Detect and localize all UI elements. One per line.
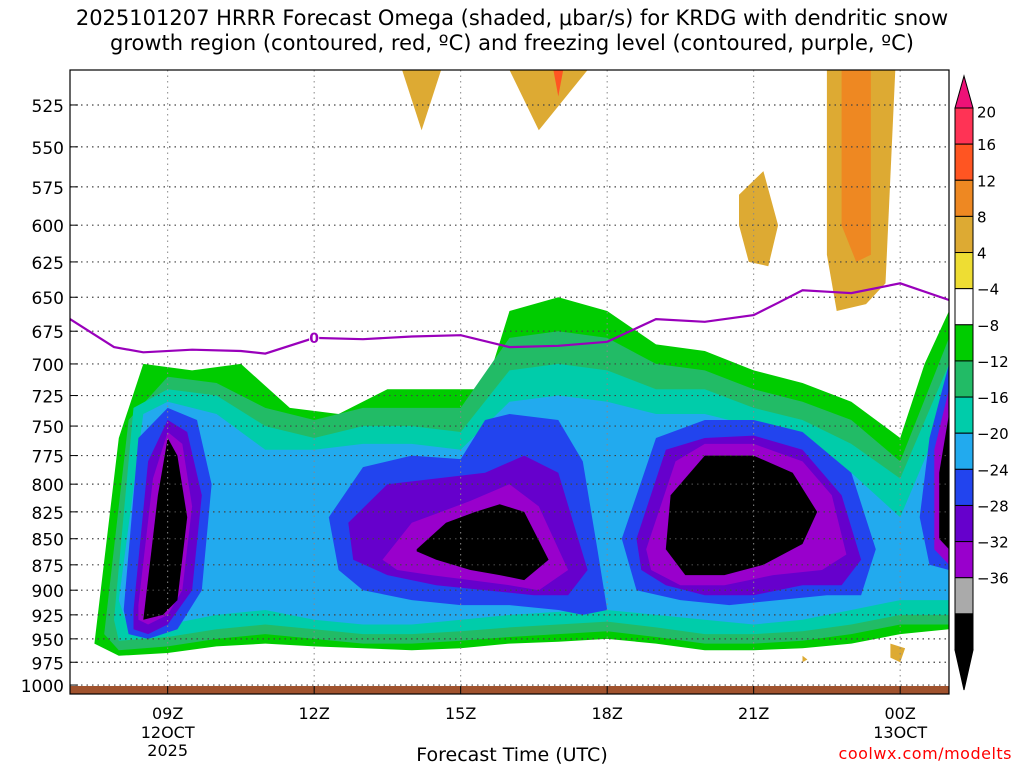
y-tick-label-700: 700: [32, 356, 64, 376]
y-tick-label-750: 750: [32, 418, 64, 438]
y-tick-label-900: 900: [32, 582, 64, 602]
colorbar-box-13: [954, 577, 974, 615]
colorbar: 20 16 12 8 4 −4 −8 −12 −16 −20 −24 −28 −32 −36: [954, 74, 1009, 691]
colorbar-box-0: [954, 107, 974, 145]
omega-region-24: [841, 70, 871, 262]
y-tick-label-575: 575: [32, 179, 64, 199]
omega-region-16: [143, 438, 188, 620]
colorbar-label-6: −8: [977, 317, 999, 335]
colorbar-box-9: [954, 432, 974, 470]
x-tick-date-00Z: 13OCT: [873, 723, 927, 742]
colorbar-box-5: [954, 288, 974, 326]
omega-region-28: [651, 70, 696, 76]
colorbar-label-5: −4: [977, 281, 999, 299]
freezing-level-contour: 0: [70, 282, 949, 355]
plot-frame: [69, 69, 950, 695]
x-axis-title: Forecast Time (UTC): [416, 744, 608, 766]
x-tick-date-09Z: 12OCT: [141, 723, 195, 742]
omega-region-18: [665, 455, 818, 576]
omega-region-21: [509, 70, 588, 131]
y-axis: 525 550 575 600 625 650 675 700 725 750 775 800 825 8…: [21, 97, 78, 697]
colorbar-label-7: −12: [977, 353, 1009, 371]
colorbar-label-4: 4: [977, 245, 987, 263]
y-tick-label-800: 800: [32, 476, 64, 496]
x-tick-label-15Z: 15Z: [445, 704, 476, 723]
colorbar-box-2: [954, 179, 974, 217]
omega-region-27: [802, 655, 808, 663]
omega-region-17: [416, 504, 549, 581]
grid-lines: [70, 70, 949, 694]
y-tick-label-875: 875: [32, 557, 64, 577]
colorbar-box-12: [954, 541, 974, 579]
colorbar-box-6: [954, 324, 974, 362]
x-tick-label-18Z: 18Z: [592, 704, 623, 723]
y-tick-label-600: 600: [32, 217, 64, 237]
y-tick-label-825: 825: [32, 504, 64, 524]
title-line-2: growth region (contoured, red, ºC) and f…: [110, 31, 914, 55]
colorbar-label-1: 16: [977, 136, 996, 154]
x-tick-label-09Z: 09Z: [152, 704, 183, 723]
y-tick-label-650: 650: [32, 289, 64, 309]
y-tick-label-925: 925: [32, 607, 64, 627]
y-tick-label-625: 625: [32, 254, 64, 274]
colorbar-label-12: −32: [977, 534, 1009, 552]
colorbar-label-2: 12: [977, 172, 996, 190]
omega-shading: [84, 70, 949, 663]
colorbar-label-13: −36: [977, 570, 1009, 588]
y-tick-label-525: 525: [32, 97, 64, 117]
y-tick-label-975: 975: [32, 654, 64, 674]
colorbar-box-11: [954, 504, 974, 543]
x-tick-year-09Z: 2025: [147, 741, 188, 760]
colorbar-box-1: [954, 143, 974, 181]
colorbar-box-3: [954, 215, 974, 254]
colorbar-label-3: 8: [977, 208, 987, 226]
freezing-level-line: [70, 282, 949, 355]
colorbar-box-14: [954, 613, 974, 651]
title-line-1: 2025101207 HRRR Forecast Omega (shaded, …: [75, 6, 949, 30]
colorbar-box-4: [954, 252, 974, 290]
colorbar-box-7: [954, 360, 974, 398]
colorbar-top-arrow: [954, 74, 974, 109]
omega-region-19: [939, 414, 949, 550]
x-tick-label-21Z: 21Z: [738, 704, 769, 723]
colorbar-bottom-arrow: [954, 649, 974, 691]
colorbar-label-11: −28: [977, 498, 1009, 516]
x-tick-label-12Z: 12Z: [299, 704, 330, 723]
colorbar-label-9: −20: [977, 425, 1009, 443]
freezing-level-label: 0: [309, 331, 319, 347]
y-tick-label-950: 950: [32, 631, 64, 651]
omega-region-20: [402, 70, 442, 131]
ground-strip: [70, 686, 949, 694]
omega-region-25: [553, 70, 564, 97]
y-tick-label-675: 675: [32, 323, 64, 343]
omega-region-26: [890, 643, 906, 663]
y-tick-label-775: 775: [32, 448, 64, 468]
colorbar-box-10: [954, 468, 974, 506]
colorbar-label-0: 20: [977, 104, 996, 122]
colorbar-box-8: [954, 396, 974, 434]
credit-text: coolwx.com/modelts: [838, 744, 1012, 763]
y-tick-label-550: 550: [32, 139, 64, 159]
colorbar-label-8: −16: [977, 389, 1009, 407]
y-tick-label-1000: 1000: [21, 677, 64, 697]
x-tick-label-00Z: 00Z: [885, 704, 916, 723]
colorbar-label-10: −24: [977, 461, 1009, 479]
y-tick-label-725: 725: [32, 388, 64, 408]
y-tick-label-850: 850: [32, 531, 64, 551]
omega-region-22: [739, 171, 779, 267]
freezing-level-label-bg: [309, 329, 320, 346]
chart-title: 2025101207 HRRR Forecast Omega (shaded, …: [0, 6, 1024, 56]
